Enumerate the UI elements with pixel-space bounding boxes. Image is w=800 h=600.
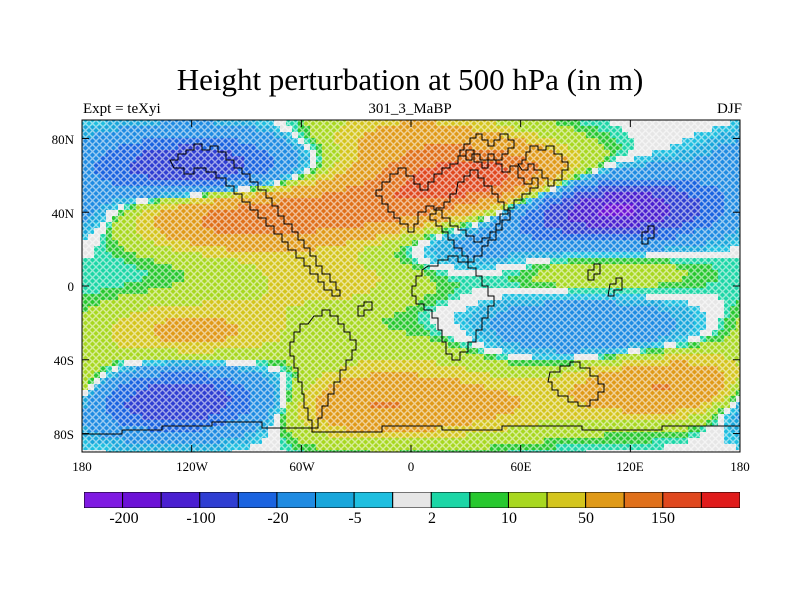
experiment-label: Expt = teXyi [83, 101, 161, 117]
map-panel: 80N 40N 0 40S 80S 180 120W 60W 0 60E 120… [52, 119, 750, 474]
map-plot [81, 119, 741, 453]
run-label: 301_3_MaBP [368, 101, 452, 117]
plot-title: Height perturbation at 500 hPa (in m) [176, 62, 644, 97]
season-label: DJF [716, 101, 742, 117]
